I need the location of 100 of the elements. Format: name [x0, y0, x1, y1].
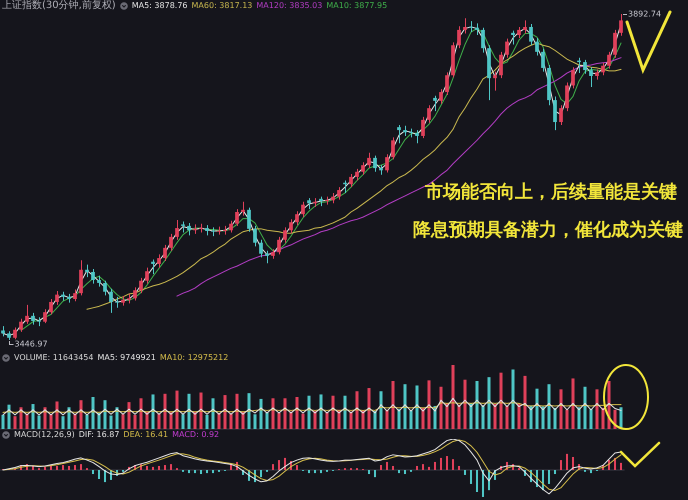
bar [110, 416, 112, 429]
bar [320, 470, 322, 474]
bar [320, 394, 322, 429]
bar [452, 459, 454, 470]
bar [218, 413, 220, 429]
bar [536, 388, 538, 429]
bar [458, 404, 460, 429]
bar [440, 386, 442, 429]
bar [230, 414, 232, 429]
bar [8, 404, 10, 429]
bar [464, 470, 466, 475]
bar [44, 466, 46, 470]
bar [572, 378, 574, 429]
candlestick [61, 291, 65, 301]
bar [170, 464, 172, 470]
bar [194, 470, 196, 474]
bar [554, 470, 556, 474]
bar [158, 414, 160, 429]
bar [296, 397, 298, 429]
bar [164, 465, 166, 470]
bar [200, 392, 202, 429]
bar [590, 470, 592, 474]
candlestick [403, 125, 407, 136]
bar [362, 410, 364, 429]
bar [50, 414, 52, 429]
bar [224, 395, 226, 429]
bar [2, 414, 4, 429]
bar [578, 407, 580, 429]
bar [170, 412, 172, 429]
bar [542, 406, 544, 429]
text: MA60: 3817.13 [192, 1, 252, 11]
bar [554, 408, 556, 429]
bar [80, 464, 82, 470]
candlestick [379, 164, 383, 176]
bar [272, 398, 274, 429]
text: MA5: 3878.76 [132, 1, 188, 11]
bar [374, 411, 376, 429]
annotation: 3446.97 [14, 340, 48, 349]
bar [176, 390, 178, 429]
bar [524, 376, 526, 429]
bar [206, 470, 208, 474]
bar [572, 456, 574, 470]
bar [308, 396, 310, 429]
text: DIF: 16.87 [78, 430, 120, 440]
bar [446, 403, 448, 429]
bar [104, 400, 106, 429]
text: 3892.74 [628, 10, 662, 19]
bar [518, 403, 520, 429]
bar [506, 406, 508, 429]
bar [476, 381, 478, 429]
bar [92, 397, 94, 429]
bar [404, 384, 406, 429]
bar [278, 413, 280, 429]
bar [560, 460, 562, 470]
bar [470, 403, 472, 429]
bar [260, 398, 262, 429]
bar [590, 409, 592, 429]
bar [74, 465, 76, 470]
text: MA10: 3877.95 [326, 1, 388, 11]
bar [206, 414, 208, 429]
bar [86, 414, 88, 429]
bar [560, 389, 562, 429]
bar [416, 385, 418, 429]
annotation: 降息预期具备潜力，催化成为关键 [413, 220, 683, 240]
bar [410, 410, 412, 429]
bar [212, 470, 214, 474]
bar [368, 470, 370, 474]
bar [254, 414, 256, 429]
bar [548, 384, 550, 429]
bar [62, 416, 64, 429]
text: MA10: 12975212 [160, 353, 228, 363]
bar [296, 465, 298, 470]
bar [392, 466, 394, 470]
bar [236, 394, 238, 429]
bar [434, 462, 436, 470]
bar [146, 466, 148, 470]
bar [596, 389, 598, 429]
bar [266, 412, 268, 429]
bar [470, 470, 472, 484]
bar [374, 470, 376, 478]
bar [458, 466, 460, 470]
bar [500, 372, 502, 429]
bar [32, 404, 34, 429]
bar [584, 386, 586, 429]
bar [404, 470, 406, 474]
bar [380, 391, 382, 429]
bar [368, 388, 370, 429]
bar [428, 466, 430, 470]
bar [386, 410, 388, 429]
bar [140, 398, 142, 429]
bar [188, 394, 190, 429]
text: MA5: 9749921 [97, 353, 156, 363]
bar [482, 405, 484, 429]
chart-title: MACD(12,26,9) [14, 430, 75, 440]
bar [566, 454, 568, 470]
bar [14, 416, 16, 429]
candlestick [475, 22, 479, 36]
bar [308, 470, 310, 474]
bar [74, 414, 76, 429]
bar [80, 400, 82, 429]
